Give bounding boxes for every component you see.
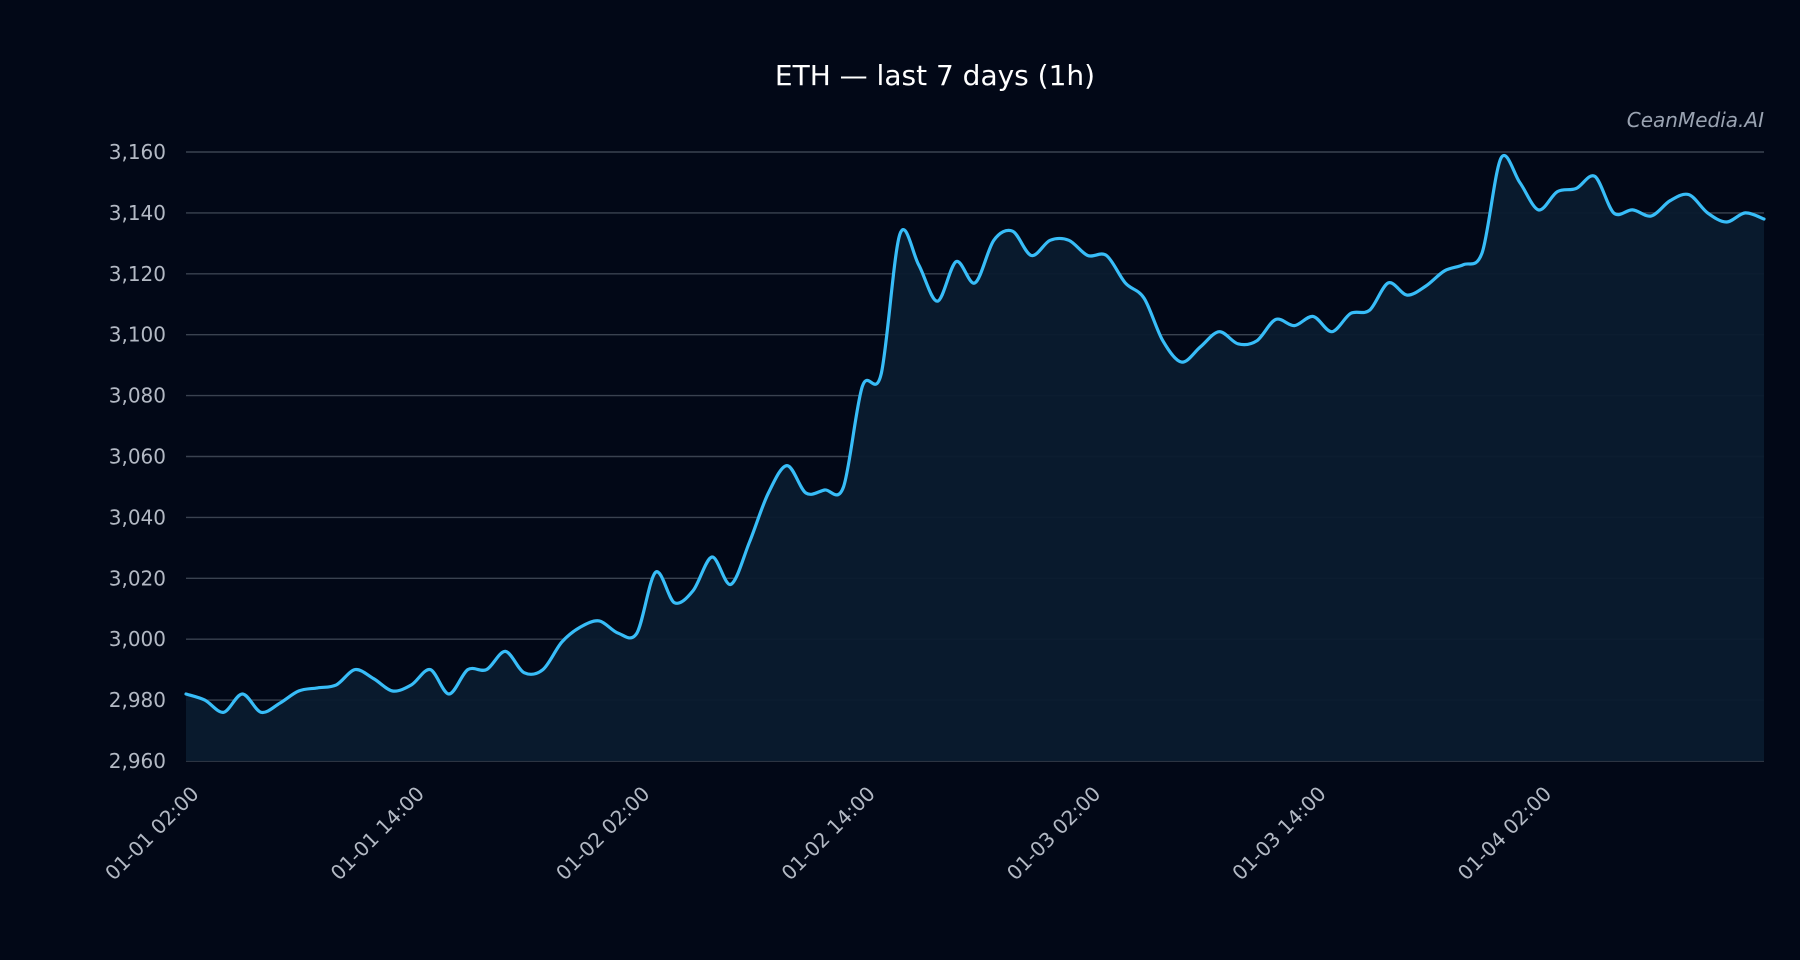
y-tick-label: 3,000 [109,627,166,651]
y-axis-ticks: 2,960 2,980 3,000 3,020 3,040 3,060 3,080 3,100… [109,140,166,773]
area-layer [186,155,1764,762]
y-tick-label: 3,160 [109,140,166,164]
x-tick-label: 01-03 02:00 [1002,782,1105,885]
x-tick-label: 01-01 02:00 [100,782,203,885]
x-tick-label: 01-02 02:00 [551,782,654,885]
y-tick-label: 2,980 [109,688,166,712]
y-tick-label: 2,960 [109,749,166,773]
y-tick-label: 3,140 [109,201,166,225]
y-tick-label: 3,080 [109,384,166,408]
y-tick-label: 3,100 [109,323,166,347]
x-axis-ticks: 01-01 02:00 01-01 14:00 01-02 02:00 01-02 1… [100,782,1556,885]
x-tick-label: 01-04 02:00 [1453,782,1556,885]
y-tick-label: 3,040 [109,505,166,529]
series-line [184,153,1766,715]
x-tick-label: 01-02 14:00 [777,782,880,885]
line-layer [184,153,1766,715]
x-tick-label: 01-03 14:00 [1227,782,1330,885]
series-area [186,155,1764,762]
watermark: CeanMedia.AI [1627,108,1764,132]
y-tick-label: 3,120 [109,262,166,286]
y-tick-label: 3,020 [109,566,166,590]
chart-title: ETH — last 7 days (1h) [775,59,1095,92]
x-tick-label: 01-01 14:00 [326,782,429,885]
y-tick-label: 3,060 [109,445,166,469]
